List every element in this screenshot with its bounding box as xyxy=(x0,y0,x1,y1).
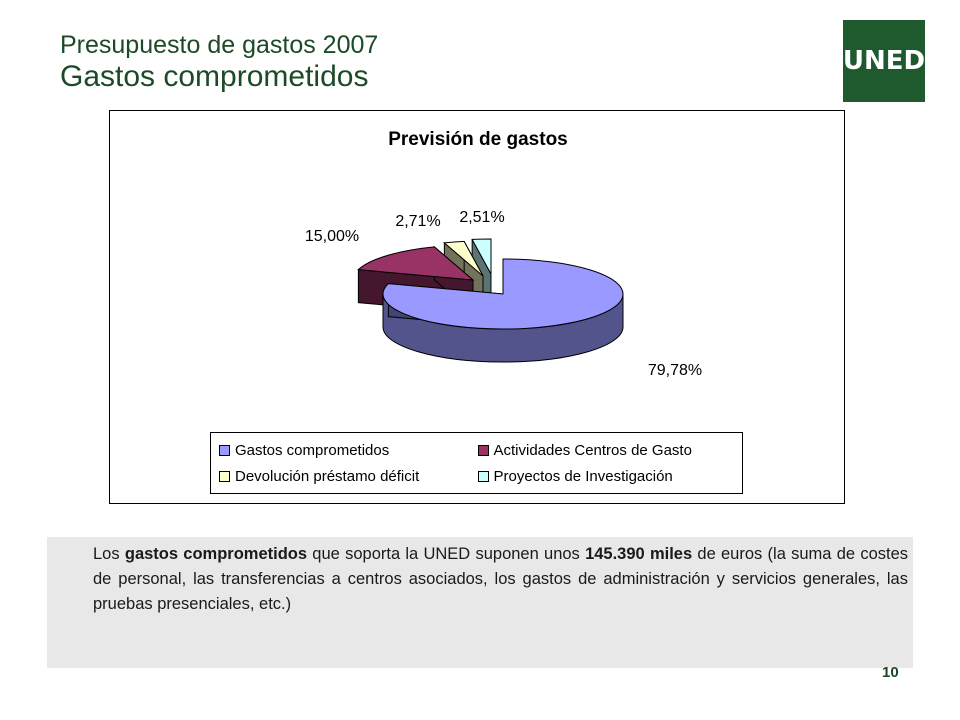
legend-swatch xyxy=(477,470,489,482)
note-text: Los gastos comprometidos que soporta la … xyxy=(93,542,908,617)
chart-title: Previsión de gastos xyxy=(388,129,568,150)
legend-item: Devolución préstamo déficit xyxy=(219,463,478,489)
pie-slice-top xyxy=(357,246,475,281)
legend-item: Actividades Centros de Gasto xyxy=(477,437,737,463)
note-box: Los gastos comprometidos que soporta la … xyxy=(47,537,913,668)
legend-swatch xyxy=(477,444,489,456)
note-bold-1: gastos comprometidos xyxy=(124,545,308,563)
page-number: 10 xyxy=(882,664,899,681)
slide-subtitle: Presupuesto de gastos 2007 xyxy=(60,31,379,59)
legend-item: Gastos comprometidos xyxy=(219,437,478,463)
legend-label: Gastos comprometidos xyxy=(235,441,390,459)
legend-label: Actividades Centros de Gasto xyxy=(493,441,692,459)
chart-legend: Gastos comprometidos Actividades Centros … xyxy=(210,432,743,494)
pie-chart: 79,78% 15,00% 2,71% 2,51% xyxy=(305,209,702,379)
pie-data-label: 2,71% xyxy=(395,213,440,230)
legend-swatch xyxy=(219,444,230,456)
note-part-1: Los xyxy=(93,545,125,563)
legend-label: Devolución préstamo déficit xyxy=(235,467,420,485)
title-block: Presupuesto de gastos 2007 Gastos compro… xyxy=(60,30,378,94)
pie-slice-top xyxy=(443,240,484,277)
logo-text: UNED xyxy=(842,46,926,76)
note-bold-2: 145.390 miles xyxy=(585,545,693,563)
pie-data-label: 15,00% xyxy=(305,228,359,245)
legend-item: Proyectos de Investigación xyxy=(477,463,737,489)
pie-slice-0 xyxy=(382,258,624,363)
pie-data-label: 79,78% xyxy=(648,362,702,379)
note-part-3: de euros (la suma de costes de personal,… xyxy=(93,545,909,613)
uned-logo: UNED xyxy=(843,20,925,102)
pie-data-label: 2,51% xyxy=(459,209,504,226)
legend-swatch xyxy=(219,470,230,482)
chart-frame: Previsión de gastos 79,78% 15,00% 2,71% 2,5… xyxy=(109,110,845,504)
pie-slice-top xyxy=(382,258,624,330)
legend-label: Proyectos de Investigación xyxy=(493,467,673,485)
pie-slice-top xyxy=(471,238,492,275)
note-part-2: que soporta la UNED suponen unos xyxy=(307,545,586,563)
slide-title: Gastos comprometidos xyxy=(60,60,369,93)
